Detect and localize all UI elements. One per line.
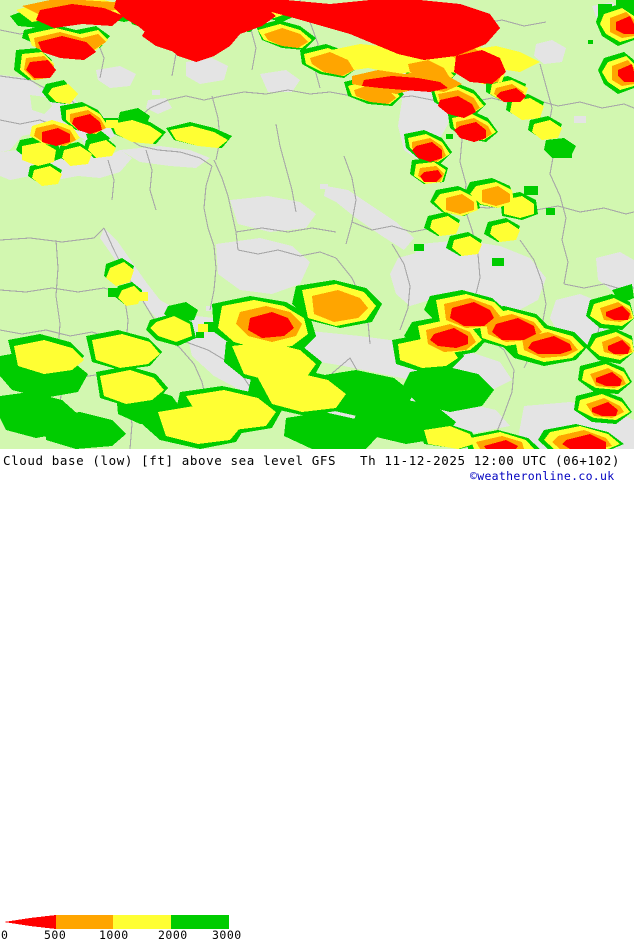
legend-tick-3000: 3000 bbox=[212, 928, 242, 942]
legend-colorbar bbox=[4, 915, 229, 929]
legend-tick-500: 500 bbox=[44, 928, 67, 942]
footer-bar: Cloud base (low) [ft] above sea level GF… bbox=[0, 449, 634, 942]
legend-tick-0: 0 bbox=[1, 928, 9, 942]
legend-tick-2000: 2000 bbox=[158, 928, 188, 942]
legend-band-yellow bbox=[113, 915, 171, 929]
legend-tick-1000: 1000 bbox=[99, 928, 129, 942]
valid-time-label: Th 11-12-2025 12:00 UTC (06+102) bbox=[360, 453, 621, 468]
map-raster bbox=[0, 0, 634, 449]
legend-band-orange bbox=[56, 915, 113, 929]
page-title: Cloud base (low) [ft] above sea level GF… bbox=[3, 453, 337, 468]
copyright-credit: ©weatheronline.co.uk bbox=[470, 469, 615, 483]
legend-band-green bbox=[171, 915, 229, 929]
weather-map-canvas[interactable] bbox=[0, 0, 634, 449]
legend-band-red-wedge bbox=[4, 915, 56, 929]
contour-band-red bbox=[26, 0, 634, 449]
